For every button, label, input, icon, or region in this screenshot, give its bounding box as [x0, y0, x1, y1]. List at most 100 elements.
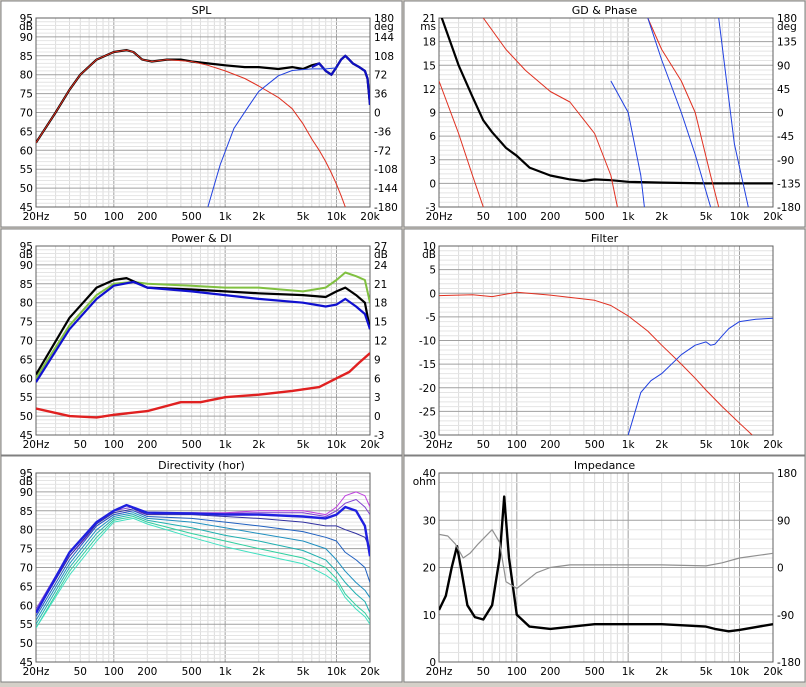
- y-tick-label: 50: [20, 411, 33, 423]
- series-line-2: [311, 54, 370, 106]
- series-line-2: [36, 280, 370, 383]
- y-tick-label: 40: [423, 468, 436, 480]
- y-tick-label: 50: [20, 638, 33, 650]
- panel-frame: [403, 228, 806, 456]
- y2-tick-label: 27: [374, 241, 387, 253]
- y2-tick-label: 15: [374, 317, 387, 329]
- y2-tick-label: 9: [374, 354, 381, 366]
- x-tick-label: 2k: [252, 211, 266, 223]
- x-tick-label: 20Hz: [23, 211, 50, 223]
- grid: [35, 472, 371, 663]
- chart-title: GD & Phase: [572, 4, 638, 17]
- y-unit-label: dB: [19, 21, 33, 33]
- y-tick-label: 55: [20, 619, 33, 631]
- plot-border: [438, 472, 774, 663]
- x-tick-label: 1k: [622, 211, 636, 223]
- x-tick-label: 500: [182, 666, 202, 678]
- y-tick-label: 21: [423, 13, 436, 25]
- series-line-6: [718, 18, 749, 207]
- y-tick-label: -25: [419, 406, 436, 418]
- y2-unit-label: deg: [777, 21, 797, 33]
- panel-gd: GD & Phase 20Hz 50 100 200 500 1k 2k 5k 10k 20k -3 0…: [403, 0, 806, 228]
- x-tick-label: 2k: [252, 666, 266, 678]
- series-line-1: [36, 277, 370, 376]
- y-tick-label: 30: [423, 515, 436, 527]
- y2-tick-label: 72: [374, 70, 387, 82]
- y2-tick-label: 24: [374, 260, 388, 272]
- y-unit-label: ms: [420, 21, 436, 33]
- y-tick-label: 95: [20, 13, 33, 25]
- y-unit-label: dB: [422, 249, 436, 261]
- y-tick-label: 65: [20, 354, 33, 366]
- y2-tick-label: -144: [374, 183, 398, 195]
- y2-tick-label: 0: [374, 411, 381, 423]
- series-group: [36, 271, 370, 419]
- chart-title: Directivity (hor): [158, 459, 245, 472]
- x-tick-label: 5k: [700, 439, 714, 451]
- y-tick-label: 0: [429, 657, 436, 669]
- series-line-5: [647, 18, 712, 207]
- y-tick-label: 6: [429, 131, 436, 143]
- y2-tick-label: 3: [374, 392, 381, 404]
- y-tick-label: 95: [20, 241, 33, 253]
- panel-frame: [0, 455, 403, 683]
- series-line-4: [36, 512, 370, 621]
- y-tick-label: -10: [419, 336, 436, 348]
- x-tick-label: 10k: [730, 211, 750, 223]
- x-tick-label: 5k: [297, 211, 311, 223]
- plot-border: [35, 472, 371, 663]
- x-tick-label: 500: [182, 211, 202, 223]
- y-tick-label: -30: [419, 430, 436, 442]
- grid: [35, 17, 371, 208]
- y2-tick-label: -180: [374, 202, 398, 214]
- x-tick-label: 5k: [700, 666, 714, 678]
- series-line-2: [36, 508, 370, 614]
- chart-title: Power & DI: [171, 232, 232, 245]
- grid: [438, 472, 774, 663]
- x-tick-label: 100: [104, 666, 124, 678]
- panel-frame: [0, 228, 403, 456]
- y-tick-label: 80: [20, 525, 33, 537]
- x-tick-label: 1k: [622, 666, 636, 678]
- series-group: [439, 291, 773, 435]
- x-tick-label: 50: [74, 211, 87, 223]
- x-tick-label: 20Hz: [23, 439, 50, 451]
- y-tick-label: 90: [20, 487, 33, 499]
- x-tick-label: 20k: [763, 211, 783, 223]
- y2-tick-label: 180: [777, 13, 797, 25]
- y2-tick-label: 144: [374, 32, 394, 44]
- y-tick-label: 90: [20, 260, 33, 272]
- x-tick-label: 20k: [360, 666, 380, 678]
- y-tick-label: 55: [20, 392, 33, 404]
- series-line-4: [610, 80, 645, 207]
- series-group: [36, 491, 370, 629]
- x-tick-label: 5k: [297, 666, 311, 678]
- series-line-0: [439, 291, 753, 435]
- plot-border: [438, 245, 774, 436]
- y-tick-label: 15: [423, 60, 436, 72]
- y-tick-label: 75: [20, 544, 33, 556]
- x-tick-label: 500: [585, 211, 605, 223]
- y-tick-label: 95: [20, 468, 33, 480]
- x-tick-label: 200: [137, 211, 157, 223]
- series-line-0: [36, 271, 370, 379]
- chart-title: SPL: [192, 4, 213, 17]
- y2-tick-label: 180: [374, 13, 394, 25]
- series-line-3: [36, 510, 370, 617]
- x-tick-label: 50: [477, 439, 490, 451]
- y-tick-label: 45: [20, 657, 33, 669]
- y-tick-label: 70: [20, 336, 33, 348]
- plot-border: [35, 17, 371, 208]
- series-line-1: [36, 49, 346, 207]
- y-tick-label: 65: [20, 581, 33, 593]
- y2-tick-label: 90: [777, 515, 790, 527]
- x-tick-label: 2k: [655, 439, 669, 451]
- x-tick-label: 100: [507, 439, 527, 451]
- panel-frame: [403, 455, 806, 683]
- series-line-0: [439, 495, 773, 633]
- y-tick-label: -3: [426, 202, 436, 214]
- y2-tick-label: -72: [374, 145, 391, 157]
- chart-title: Impedance: [574, 459, 635, 472]
